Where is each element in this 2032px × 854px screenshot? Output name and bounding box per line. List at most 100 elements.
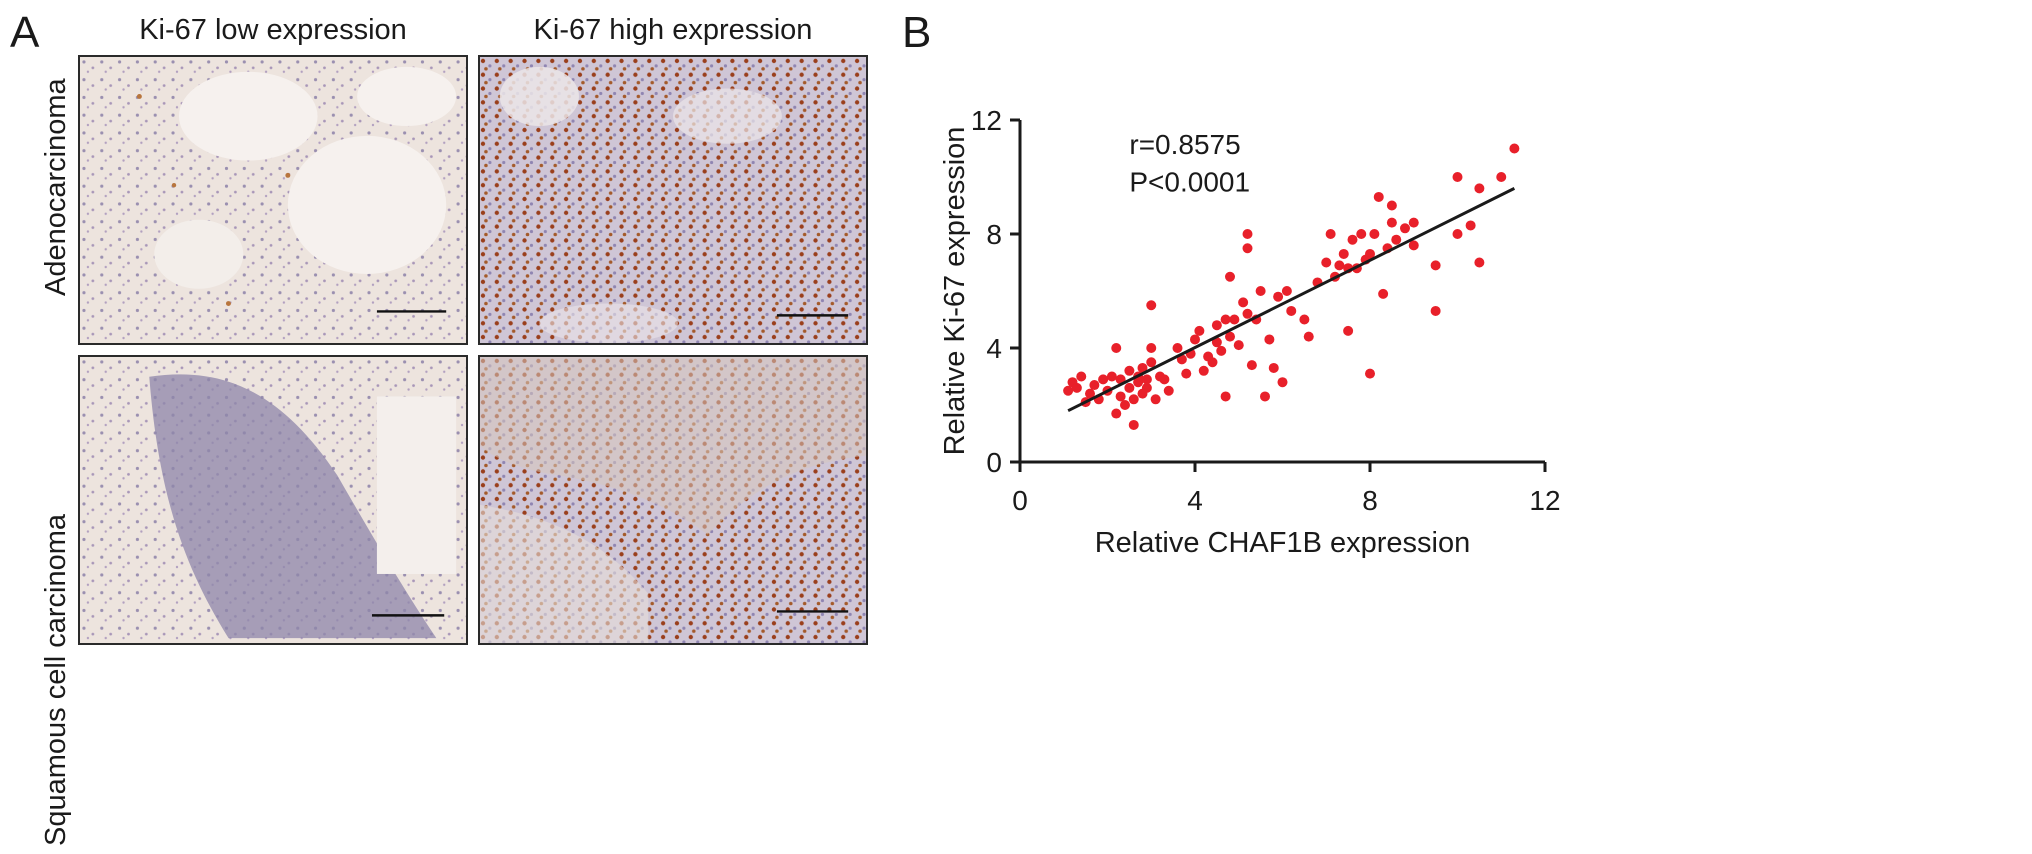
y-axis-label: Relative Ki-67 expression [940, 127, 971, 456]
data-point [1150, 394, 1161, 405]
data-point [1430, 260, 1441, 271]
data-point [1452, 229, 1463, 239]
x-tick-label: 4 [1187, 485, 1203, 516]
data-point [1233, 340, 1244, 351]
data-point [1299, 314, 1310, 325]
data-point [1365, 368, 1375, 379]
data-point [1369, 229, 1380, 239]
data-point [1146, 343, 1157, 353]
data-point [1386, 217, 1397, 228]
axes: 0 4 8 12 0 4 8 12 [971, 105, 1561, 516]
row-title-adenocarcinoma: Adenocarcinoma [40, 78, 72, 296]
panel-a-letter: A [10, 8, 40, 57]
data-point [1229, 314, 1240, 325]
data-point [1325, 229, 1336, 239]
data-point [1163, 385, 1174, 396]
data-point [1225, 331, 1235, 342]
data-point [1124, 382, 1135, 393]
data-point [1128, 394, 1139, 405]
column-title-high: Ki-67 high expression [533, 14, 813, 46]
data-point [1089, 380, 1100, 391]
data-point [1277, 377, 1288, 388]
data-point [1465, 220, 1476, 231]
data-point [1373, 191, 1384, 202]
data-point [1303, 331, 1314, 342]
data-point [1386, 200, 1397, 211]
data-point [1146, 357, 1157, 368]
data-point [1238, 297, 1249, 308]
data-point [1076, 371, 1087, 382]
data-point [1338, 248, 1349, 259]
data-point [1211, 320, 1222, 331]
data-point [1273, 291, 1284, 302]
y-tick-label: 8 [986, 219, 1002, 250]
data-point [1216, 345, 1227, 356]
data-point [1071, 382, 1082, 393]
x-tick-label: 8 [1362, 485, 1378, 516]
data-point [1207, 357, 1218, 368]
x-axis-label: Relative CHAF1B expression [1095, 527, 1471, 559]
data-point [1098, 374, 1109, 385]
micrograph-squamous-low [78, 355, 468, 645]
data-point [1242, 229, 1253, 239]
data-point [1181, 368, 1192, 379]
data-point [1111, 343, 1122, 353]
data-point [1452, 172, 1463, 182]
data-point [1063, 385, 1074, 396]
data-point [1172, 343, 1183, 353]
data-point [1120, 400, 1130, 410]
data-point [1128, 419, 1139, 430]
data-point [1190, 334, 1200, 345]
data-point [1198, 365, 1209, 376]
regression-line [1067, 187, 1516, 413]
data-point [1430, 305, 1441, 316]
data-point [1242, 308, 1253, 319]
micrograph-adeno-high [478, 55, 868, 345]
micrograph-squamous-high [478, 355, 868, 645]
x-tick-label: 12 [1529, 485, 1560, 516]
data-point [1408, 240, 1419, 251]
data-point [1242, 243, 1253, 254]
data-point [1365, 248, 1375, 259]
data-point [1378, 288, 1389, 299]
data-point [1391, 234, 1402, 245]
data-point [1246, 360, 1257, 371]
data-point [1408, 217, 1419, 228]
micrograph-adeno-low [78, 55, 468, 345]
data-point [1321, 257, 1332, 268]
panel-b-letter: B [902, 8, 932, 57]
data-point [1260, 391, 1270, 402]
data-point [1194, 325, 1205, 336]
data-point [1286, 305, 1297, 316]
data-point [1281, 286, 1292, 296]
y-tick-label: 0 [986, 447, 1002, 478]
data-point [1159, 374, 1170, 385]
data-point [1211, 337, 1222, 348]
data-point [1225, 271, 1235, 282]
data-point [1146, 300, 1157, 311]
data-point [1343, 325, 1354, 336]
data-point [1400, 223, 1410, 234]
data-point [1085, 388, 1095, 399]
data-point [1356, 229, 1367, 239]
x-tick-label: 0 [1012, 485, 1028, 516]
scatter-chart: 0 4 8 12 0 4 8 12 r=0.8575 P<0.0001 Relative CH… [940, 105, 1561, 559]
data-point [1137, 362, 1148, 373]
scatter-points [1063, 143, 1520, 430]
data-point [1111, 408, 1122, 419]
data-point [1347, 234, 1358, 245]
row-title-squamous: Squamous cell carcinoma [40, 513, 72, 846]
data-point [1220, 391, 1231, 402]
data-point [1334, 260, 1345, 271]
data-point [1255, 286, 1266, 296]
data-point [1264, 334, 1275, 345]
annotation-p: P<0.0001 [1129, 166, 1250, 197]
column-title-low: Ki-67 low expression [139, 14, 407, 46]
data-point [1220, 314, 1231, 325]
data-point [1124, 365, 1135, 376]
data-point [1474, 257, 1485, 268]
data-point [1141, 382, 1152, 393]
y-tick-label: 12 [971, 105, 1002, 136]
data-point [1509, 143, 1520, 154]
data-point [1106, 371, 1117, 382]
